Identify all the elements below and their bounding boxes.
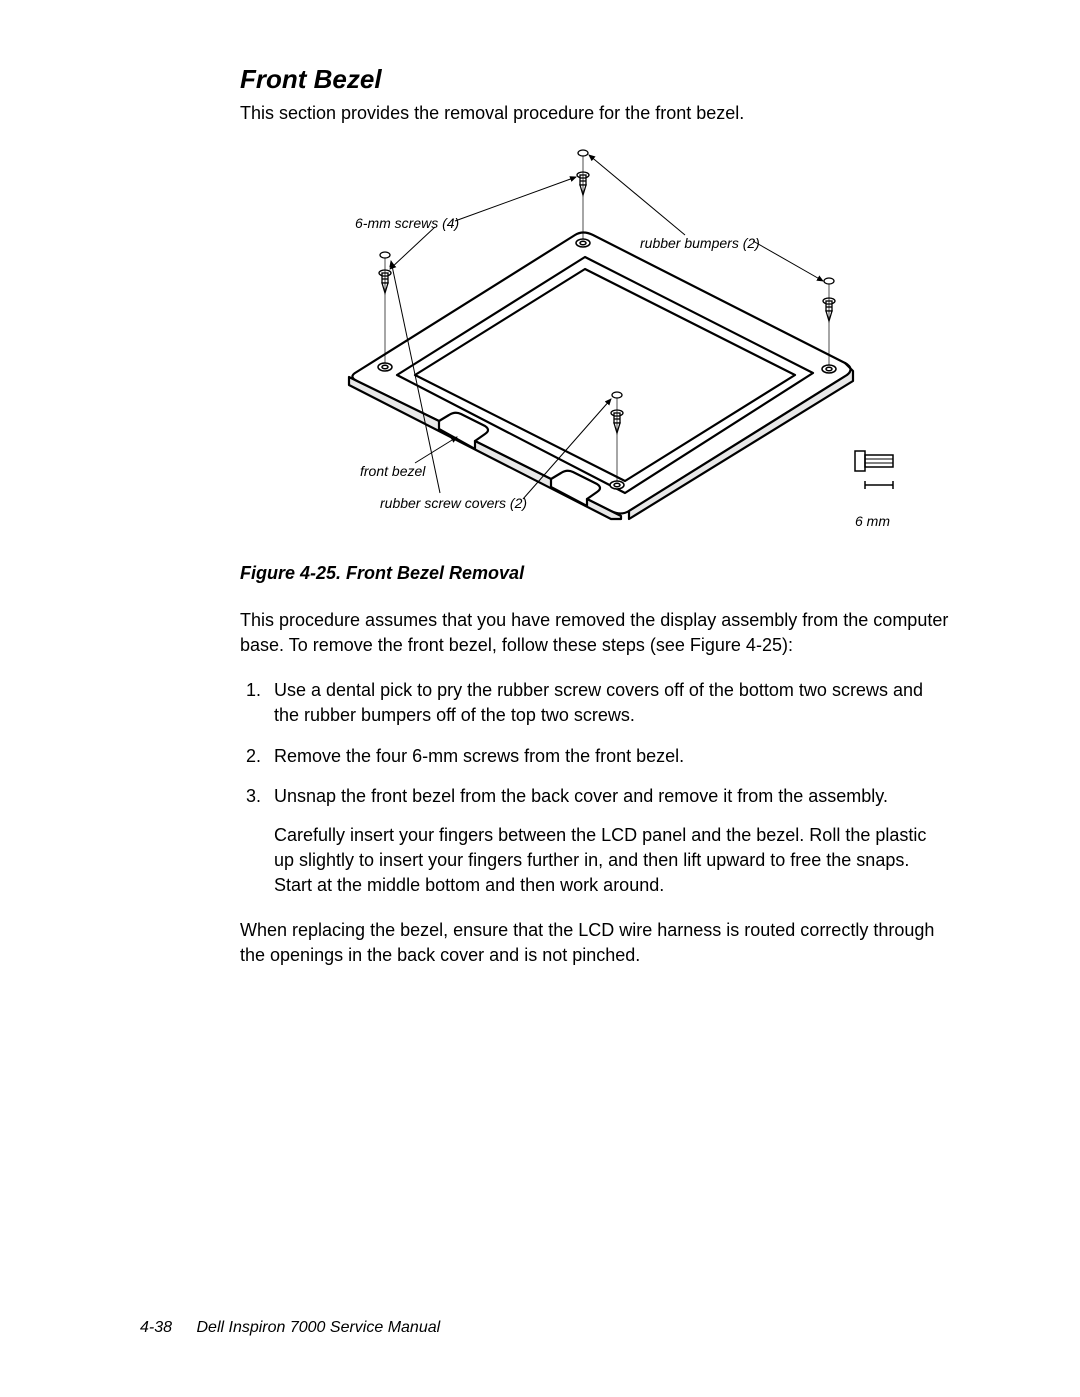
step-text: Unsnap the front bezel from the back cov… (274, 786, 888, 806)
step-3-detail: Carefully insert your fingers between th… (274, 823, 950, 897)
step-3: Unsnap the front bezel from the back cov… (266, 784, 950, 897)
figure-4-25: 6-mm screws (4) rubber bumpers (2) front… (285, 143, 905, 543)
doc-title: Dell Inspiron 7000 Service Manual (196, 1319, 440, 1336)
label-covers: rubber screw covers (2) (380, 495, 527, 511)
label-dimension: 6 mm (855, 513, 890, 529)
closing-note: When replacing the bezel, ensure that th… (240, 918, 950, 968)
label-bezel: front bezel (360, 463, 425, 479)
step-text: Remove the four 6-mm screws from the fro… (274, 746, 684, 766)
page-number: 4-38 (140, 1319, 172, 1337)
page-footer: 4-38 Dell Inspiron 7000 Service Manual (140, 1319, 440, 1337)
label-screws: 6-mm screws (4) (355, 215, 459, 231)
step-1: Use a dental pick to pry the rubber scre… (266, 678, 950, 728)
section-title: Front Bezel (240, 64, 950, 95)
label-bumpers: rubber bumpers (2) (640, 235, 760, 251)
procedure-steps: Use a dental pick to pry the rubber scre… (240, 678, 950, 898)
procedure-intro: This procedure assumes that you have rem… (240, 608, 950, 658)
figure-caption: Figure 4-25. Front Bezel Removal (240, 563, 950, 584)
step-text: Use a dental pick to pry the rubber scre… (274, 680, 923, 725)
intro-text: This section provides the removal proced… (240, 101, 950, 125)
manual-page: Front Bezel This section provides the re… (0, 0, 1080, 1397)
bezel-diagram-svg (285, 143, 905, 543)
step-2: Remove the four 6-mm screws from the fro… (266, 744, 950, 769)
